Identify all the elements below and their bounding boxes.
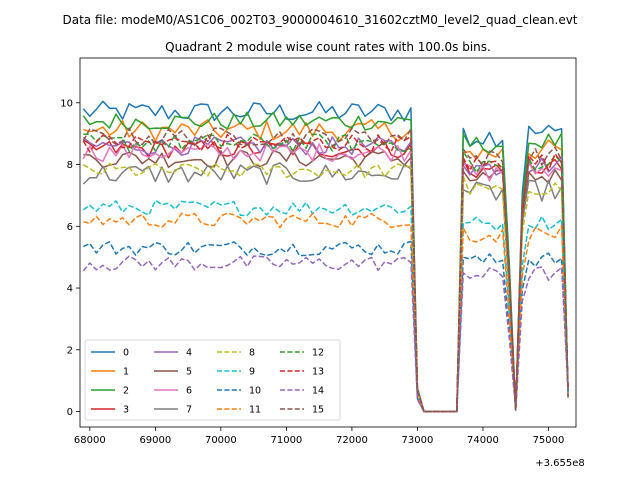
series-line-13 (82, 133, 569, 413)
legend-label-11: 11 (249, 405, 261, 416)
series-line-1 (83, 119, 569, 413)
x-tick-label-70000: 70000 (205, 435, 237, 446)
y-tick-label-10: 10 (60, 98, 73, 109)
legend-label-3: 3 (123, 405, 129, 416)
series-line-10 (82, 240, 569, 413)
x-tick-label-73000: 73000 (402, 435, 434, 446)
x-tick-label-72000: 72000 (336, 435, 368, 446)
legend-label-0: 0 (123, 348, 129, 359)
legend-box (84, 339, 341, 421)
x-tick-label-75000: 75000 (533, 435, 565, 446)
legend-label-2: 2 (123, 386, 129, 397)
legend-label-1: 1 (123, 367, 129, 378)
y-tick-label-6: 6 (67, 222, 73, 233)
legend-label-10: 10 (249, 386, 261, 397)
x-offset-label: +3.655e8 (535, 458, 585, 469)
y-tick-label-2: 2 (67, 345, 73, 356)
legend-label-15: 15 (312, 405, 324, 416)
legend-label-5: 5 (186, 367, 192, 378)
legend-label-14: 14 (312, 386, 324, 397)
legend-label-4: 4 (186, 348, 192, 359)
series-group (82, 100, 569, 413)
plot-area: 68000 69000 70000 71000 72000 73000 74000 75000… (60, 57, 577, 446)
series-line-15 (82, 127, 569, 413)
figure-suptitle: Data file: modeM0/AS1C06_002T03_90000046… (62, 13, 577, 27)
legend-label-9: 9 (249, 367, 255, 378)
series-line-9 (82, 199, 569, 413)
y-tick-label-8: 8 (67, 160, 73, 171)
axes-frame (79, 57, 577, 428)
x-tick-label-68000: 68000 (74, 435, 106, 446)
series-line-8 (82, 162, 569, 413)
legend-label-13: 13 (312, 367, 324, 378)
x-tick-label-71000: 71000 (270, 435, 302, 446)
legend-label-8: 8 (249, 348, 255, 359)
chart-title: Quadrant 2 module wise count rates with … (165, 40, 491, 54)
legend-label-6: 6 (186, 386, 192, 397)
series-line-6 (82, 142, 569, 413)
legend-label-7: 7 (186, 405, 192, 416)
series-line-7 (82, 162, 569, 413)
series-line-3 (82, 139, 569, 413)
series-line-11 (83, 212, 569, 413)
y-tick-label-4: 4 (67, 284, 73, 295)
y-tick-label-0: 0 (67, 407, 73, 418)
x-tick-label-69000: 69000 (139, 435, 171, 446)
series-line-2 (82, 111, 569, 413)
series-line-4 (82, 136, 569, 413)
series-line-0 (82, 100, 569, 413)
legend-label-12: 12 (312, 348, 324, 359)
series-line-14 (82, 255, 569, 413)
x-tick-label-74000: 74000 (467, 435, 499, 446)
